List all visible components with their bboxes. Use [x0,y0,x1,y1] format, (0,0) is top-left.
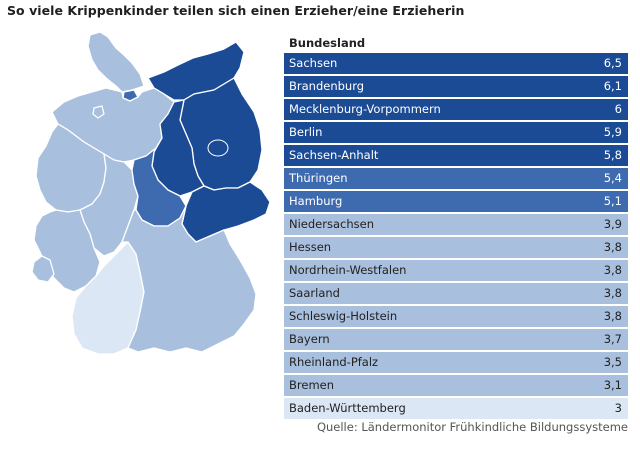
table-row: Berlin 5,9 [284,122,628,143]
table-row: Sachsen 6,5 [284,53,628,74]
row-value: 5,9 [603,125,622,139]
row-label: Hessen [289,240,332,254]
table-row: Bayern 3,7 [284,329,628,350]
table-row: Saarland 3,8 [284,283,628,304]
table-row: Schleswig-Holstein 3,8 [284,306,628,327]
table-row: Rheinland-Pfalz 3,5 [284,352,628,373]
map-berlin [207,139,229,157]
row-label: Rheinland-Pfalz [289,355,379,369]
table-row: Bremen 3,1 [284,375,628,396]
row-label: Sachsen [289,56,338,70]
map-schleswig-holstein [87,31,145,93]
table-row: Hessen 3,8 [284,237,628,258]
row-value: 3,8 [603,240,622,254]
table-row: Mecklenburg-Vorpommern 6 [284,99,628,120]
row-label: Sachsen-Anhalt [289,148,379,162]
table-row: Nordrhein-Westfalen 3,8 [284,260,628,281]
row-label: Brandenburg [289,79,365,93]
map-sachsen [181,181,271,243]
row-label: Thüringen [289,171,348,185]
row-value: 6,5 [603,56,622,70]
row-label: Saarland [289,286,340,300]
row-label: Berlin [289,125,323,139]
row-label: Nordrhein-Westfalen [289,263,407,277]
table-row: Sachsen-Anhalt 5,8 [284,145,628,166]
row-value: 3,8 [603,286,622,300]
table-row: Thüringen 5,4 [284,168,628,189]
germany-map [28,30,278,370]
ranking-table: Sachsen 6,5 Brandenburg 6,1 Mecklenburg-Vo… [284,53,628,421]
row-label: Bremen [289,378,335,392]
row-value: 6 [614,102,622,116]
row-value: 5,4 [603,171,622,185]
row-label: Schleswig-Holstein [289,309,398,323]
row-value: 3,9 [603,217,622,231]
row-value: 3,7 [603,332,622,346]
row-value: 3,8 [603,309,622,323]
row-value: 3,5 [603,355,622,369]
row-value: 3 [614,401,622,415]
map-bremen [92,105,105,119]
table-column-header: Bundesland [289,36,366,50]
row-label: Hamburg [289,194,343,208]
map-saarland [31,255,55,283]
source-note: Quelle: Ländermonitor Frühkindliche Bild… [316,420,628,434]
row-value: 3,8 [603,263,622,277]
table-row: Niedersachsen 3,9 [284,214,628,235]
row-value: 5,8 [603,148,622,162]
row-value: 5,1 [603,194,622,208]
row-label: Niedersachsen [289,217,374,231]
row-label: Mecklenburg-Vorpommern [289,102,441,116]
table-row: Brandenburg 6,1 [284,76,628,97]
row-value: 3,1 [603,378,622,392]
row-label: Baden-Württemberg [289,401,406,415]
table-row: Hamburg 5,1 [284,191,628,212]
table-row: Baden-Württemberg 3 [284,398,628,419]
row-value: 6,1 [603,79,622,93]
row-label: Bayern [289,332,330,346]
map-bayern [121,205,257,353]
chart-title: So viele Krippenkinder teilen sich einen… [7,3,465,18]
